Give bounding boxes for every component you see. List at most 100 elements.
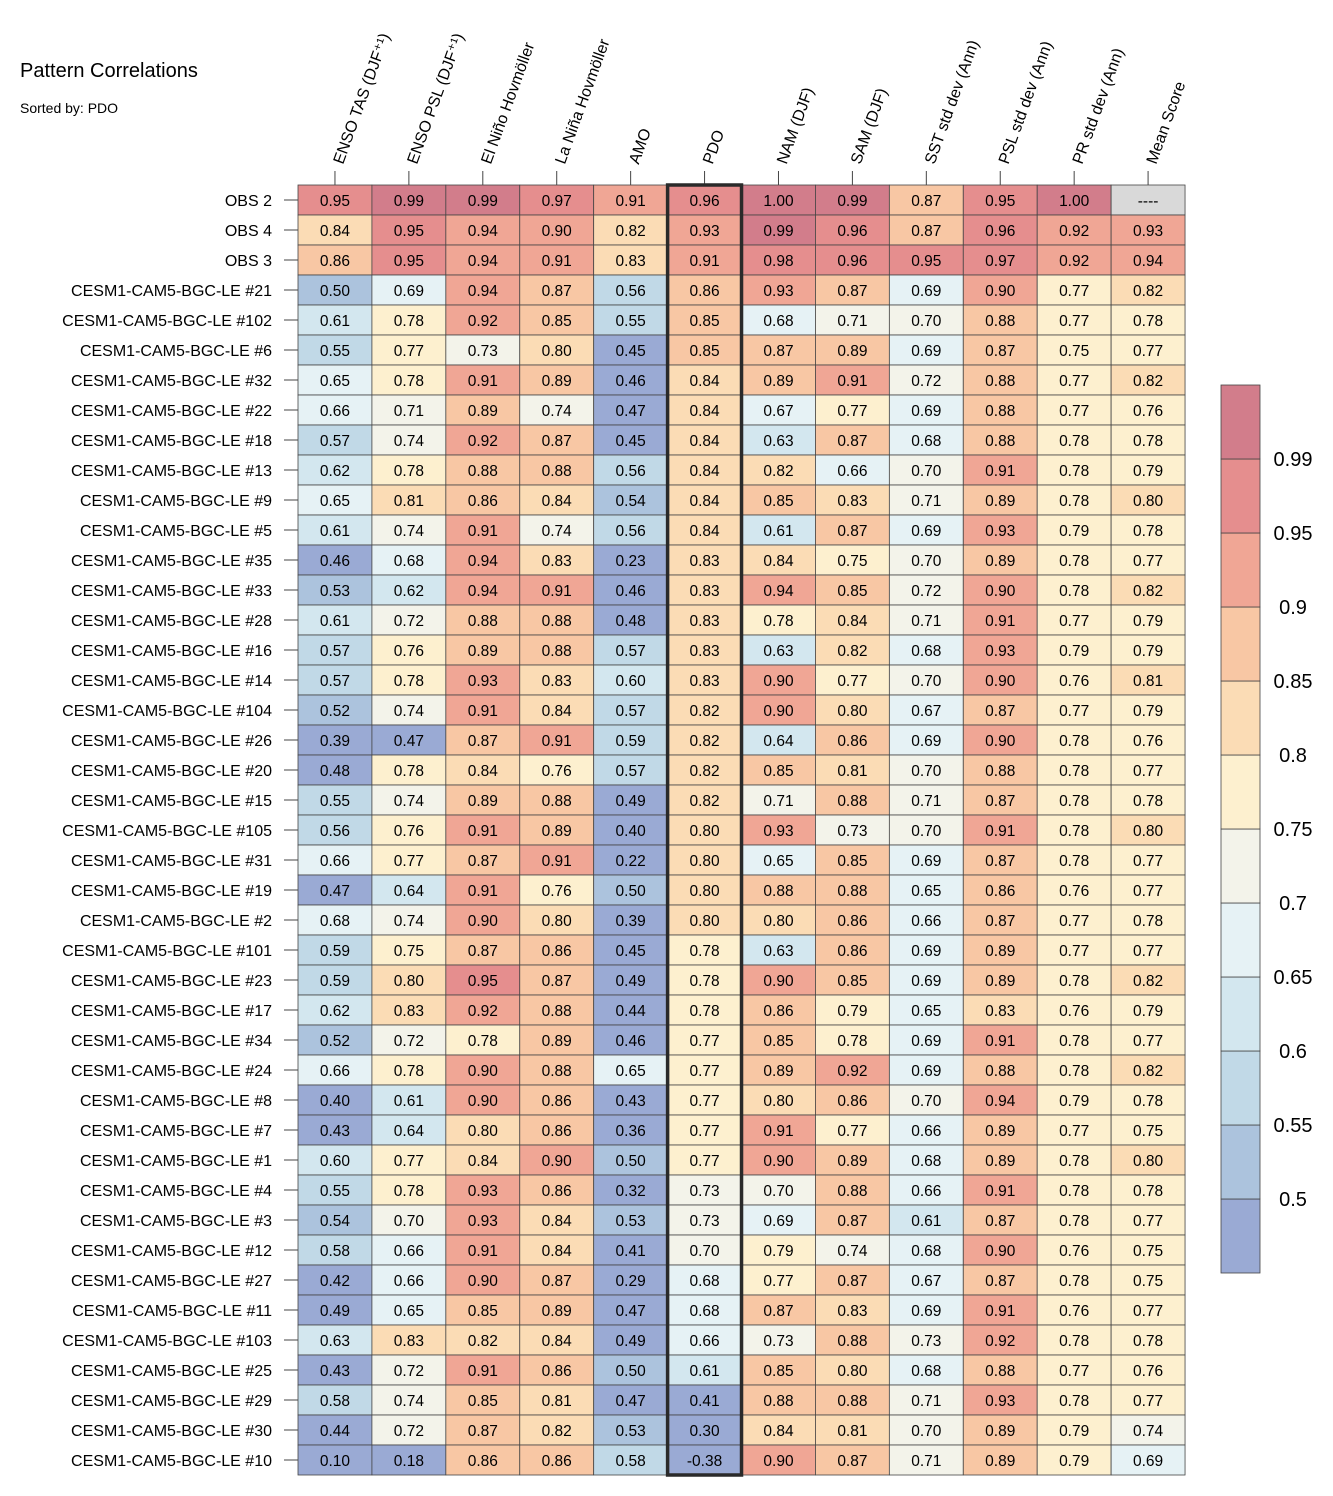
- cell-value-label: 0.84: [320, 223, 351, 240]
- cell-value-label: 0.72: [911, 583, 941, 600]
- heatmap-cell: [888, 274, 964, 306]
- cell-value-label: 0.67: [911, 703, 941, 720]
- cell-value-label: 0.70: [911, 823, 942, 840]
- heatmap-cell: [371, 1444, 447, 1476]
- heatmap-cell: [1110, 274, 1186, 306]
- cell-value-label: 0.83: [837, 1303, 867, 1320]
- heatmap-cell: [1036, 1174, 1112, 1206]
- heatmap-cell: [371, 574, 447, 606]
- cell-value-label: 0.61: [763, 523, 793, 540]
- cell-value-label: 0.84: [763, 553, 794, 570]
- cell-value-label: 0.66: [320, 853, 350, 870]
- colorbar-swatch: [1220, 458, 1261, 534]
- cell-value-label: 0.91: [689, 253, 719, 270]
- cell-value-label: 0.46: [616, 583, 646, 600]
- cell-value-label: 0.68: [394, 553, 424, 570]
- cell-value-label: 0.86: [542, 1363, 572, 1380]
- cell-value-label: 0.84: [689, 433, 720, 450]
- colorbar-tick-label: 0.75: [1274, 819, 1313, 841]
- cell-value-label: 0.74: [542, 403, 573, 420]
- heatmap-cell: [888, 1414, 964, 1446]
- colorbar-tick-label: 0.8: [1279, 745, 1307, 767]
- heatmap-cell: [445, 1324, 521, 1356]
- heatmap-cell: [1110, 1144, 1186, 1176]
- heatmap-cell: [962, 1354, 1038, 1386]
- cell-value-label: 0.77: [1059, 613, 1089, 630]
- heatmap-cell: [667, 754, 742, 786]
- heatmap-cell: [1036, 934, 1112, 966]
- row-label: CESM1-CAM5-BGC-LE #24: [71, 1063, 272, 1080]
- heatmap-cell: [371, 214, 447, 246]
- cell-value-label: 0.86: [542, 943, 572, 960]
- cell-value-label: 0.85: [837, 973, 867, 990]
- heatmap-cell: [371, 1114, 447, 1146]
- cell-value-label: 0.77: [1059, 403, 1089, 420]
- cell-value-label: 0.71: [911, 793, 941, 810]
- cell-value-label: 0.52: [320, 1033, 350, 1050]
- heatmap-cell: [741, 694, 816, 726]
- heatmap-cell: [1036, 1324, 1112, 1356]
- heatmap-cell: [519, 1024, 595, 1056]
- cell-value-label: 0.86: [468, 493, 498, 510]
- heatmap-cell: [888, 1204, 964, 1236]
- cell-value-label: 0.57: [320, 673, 350, 690]
- heatmap-cell: [741, 1264, 816, 1296]
- heatmap-cell: [519, 1174, 595, 1206]
- heatmap-cell: [445, 754, 521, 786]
- cell-value-label: 0.61: [394, 1093, 424, 1110]
- cell-value-label: 0.65: [320, 373, 350, 390]
- cell-value-label: 0.78: [1059, 1063, 1089, 1080]
- heatmap-cell: [519, 724, 595, 756]
- heatmap-cell: [667, 1084, 742, 1116]
- heatmap-cell: [667, 514, 742, 546]
- heatmap-cell: [815, 364, 890, 396]
- cell-value-label: 0.78: [1059, 583, 1089, 600]
- heatmap-cell: [1036, 694, 1112, 726]
- cell-value-label: 0.89: [542, 373, 572, 390]
- heatmap-cell: [1110, 1294, 1186, 1326]
- cell-value-label: 0.96: [837, 223, 867, 240]
- heatmap-cell: [371, 1204, 447, 1236]
- heatmap-cell: [1036, 454, 1112, 486]
- cell-value-label: 0.70: [911, 1423, 942, 1440]
- cell-value-label: 0.78: [1059, 793, 1089, 810]
- cell-value-label: 0.74: [394, 703, 425, 720]
- heatmap-cell: [445, 1444, 521, 1476]
- heatmap-cell: [962, 1414, 1038, 1446]
- cell-value-label: 0.50: [616, 1363, 647, 1380]
- row-label: CESM1-CAM5-BGC-LE #10: [71, 1453, 272, 1470]
- cell-value-label: 0.89: [468, 403, 498, 420]
- heatmap-cell: [1110, 1324, 1186, 1356]
- cell-value-label: 0.77: [1133, 943, 1163, 960]
- cell-value-label: 0.77: [394, 343, 424, 360]
- row-label: OBS 4: [225, 223, 272, 240]
- cell-value-label: 0.89: [468, 643, 498, 660]
- colorbar-tick-label: 0.99: [1274, 449, 1313, 471]
- cell-value-label: 0.65: [394, 1303, 424, 1320]
- heatmap-cell: [297, 1084, 373, 1116]
- cell-value-label: 0.76: [542, 883, 572, 900]
- cell-value-label: 0.90: [985, 283, 1016, 300]
- heatmap-cell: [815, 814, 890, 846]
- heatmap-cells: 0.95 0.99 0.99 0.97 0.91 0.96 1.00 0.99 0.87 0.95…: [297, 184, 1186, 1476]
- heatmap-cell: [519, 1204, 595, 1236]
- cell-value-label: 0.68: [911, 1153, 941, 1170]
- cell-value-label: 0.95: [394, 253, 424, 270]
- heatmap-cell: [1036, 874, 1112, 906]
- heatmap-cell: [888, 1234, 964, 1266]
- cell-value-label: 0.84: [837, 613, 868, 630]
- heatmap-cell: [815, 334, 890, 366]
- cell-value-label: 0.43: [320, 1123, 350, 1140]
- row-label: CESM1-CAM5-BGC-LE #8: [80, 1093, 272, 1110]
- cell-value-label: 0.89: [837, 343, 867, 360]
- row-label: CESM1-CAM5-BGC-LE #31: [71, 853, 272, 870]
- heatmap-cell: [741, 544, 816, 576]
- heatmap-cell: [815, 1174, 890, 1206]
- cell-value-label: 0.87: [911, 223, 941, 240]
- heatmap-cell: [1036, 424, 1112, 456]
- cell-value-label: 0.70: [689, 1243, 720, 1260]
- heatmap-cell: [297, 1354, 373, 1386]
- cell-value-label: 0.84: [542, 703, 573, 720]
- cell-value-label: 0.44: [320, 1423, 351, 1440]
- heatmap-cell: [1036, 664, 1112, 696]
